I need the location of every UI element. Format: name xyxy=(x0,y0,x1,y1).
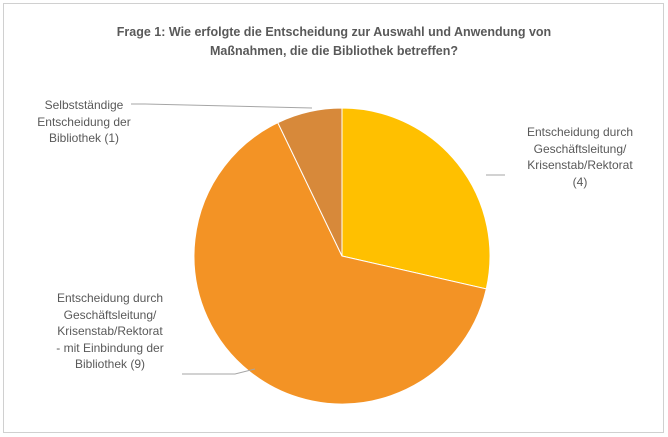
pie-slice-geschaeftsleitung xyxy=(341,107,491,290)
chart-title: Frage 1: Wie erfolgte die Entscheidung z… xyxy=(0,23,668,61)
leader-line-selbststaendig xyxy=(131,103,313,109)
pie-slice-selbststaendig xyxy=(277,107,343,257)
chart-title-line-2: Maßnahmen, die die Bibliothek betreffen? xyxy=(210,44,458,58)
slice-label-selbststaendig: Selbstständige Entscheidung der Biblioth… xyxy=(37,98,131,145)
slice-label-mit-einbindung: Entscheidung durch Geschäftsleitung/ Kri… xyxy=(56,291,164,371)
pie-slice-mit-einbindung xyxy=(193,121,487,405)
slice-label-geschaeftsleitung: Entscheidung durch Geschäftsleitung/ Kri… xyxy=(526,125,634,189)
chart-title-line-1: Frage 1: Wie erfolgte die Entscheidung z… xyxy=(116,25,552,39)
leader-line-mit-einbindung xyxy=(182,368,256,375)
